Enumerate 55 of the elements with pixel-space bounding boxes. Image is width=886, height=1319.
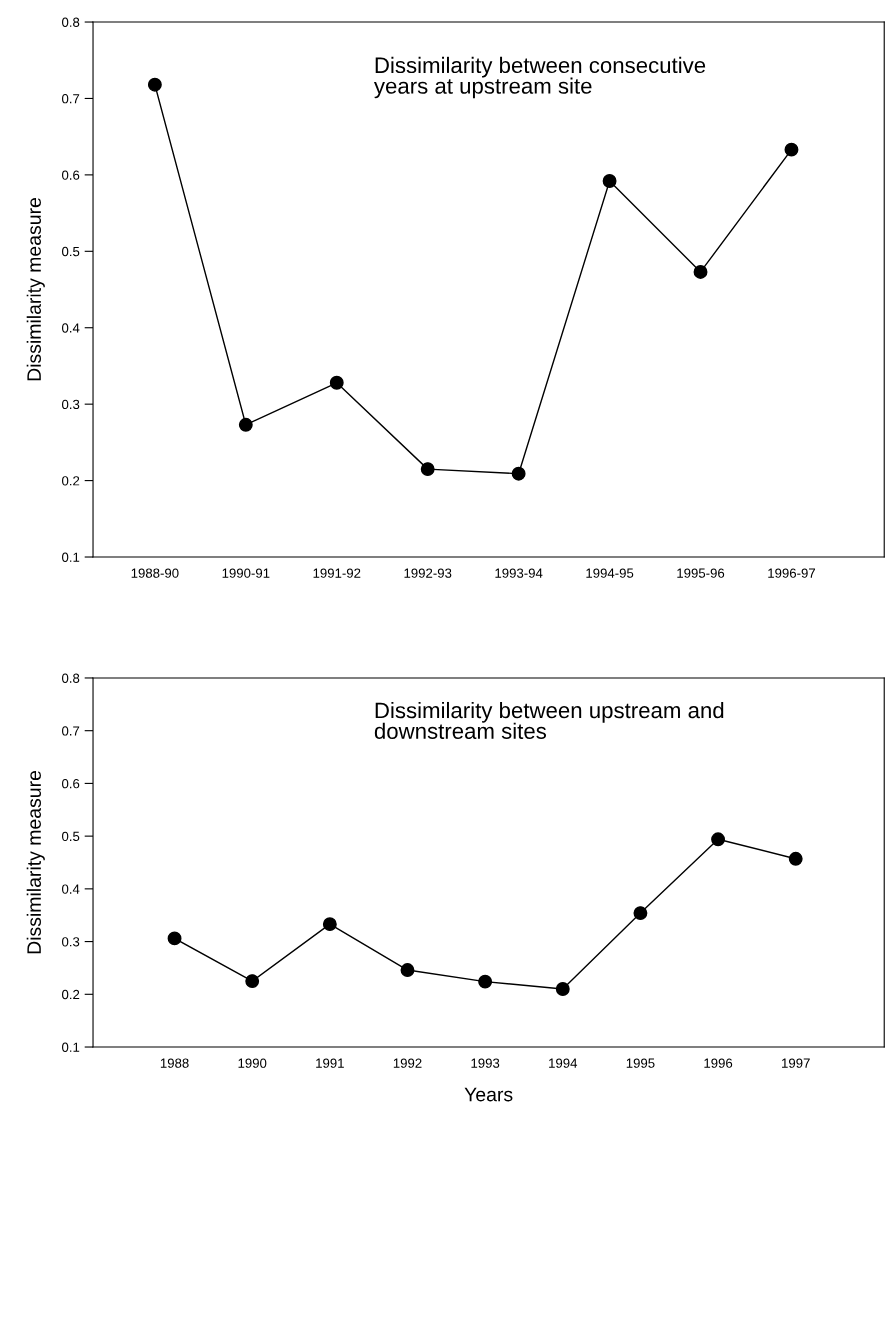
y-tick-label: 0.1 [62, 552, 80, 562]
point [784, 142, 799, 157]
x-tick-label: 1992-93 [404, 568, 452, 578]
x-tick-label: 1990 [238, 1058, 267, 1068]
y-tick-label: 0.3 [62, 399, 80, 410]
point [633, 906, 648, 921]
x-tick-label: 1992 [393, 1058, 422, 1068]
x-tick-label: 1988 [160, 1058, 189, 1068]
x-tick-label: 1991-92 [313, 568, 361, 578]
y-tick-label: 0.8 [62, 673, 80, 683]
point [245, 974, 260, 989]
x-tick-label: 1995 [626, 1058, 655, 1068]
point [511, 466, 526, 481]
point [329, 375, 344, 390]
x-tick-label: 1997 [782, 1058, 810, 1068]
x-tick-label: 1994-95 [586, 568, 634, 578]
y-tick-label: 0.2 [62, 476, 80, 486]
point [167, 931, 182, 946]
x-tick-label: 1996-97 [768, 568, 816, 578]
x-tick-label: 1988-90 [131, 568, 179, 578]
point [420, 462, 435, 477]
y-tick-label: 0.4 [62, 884, 80, 894]
y-tick-label: 0.5 [62, 246, 80, 257]
point [478, 974, 493, 989]
y-axis-title: Dissimilarity measure [26, 198, 45, 381]
x-tick-label: 1994 [549, 1058, 578, 1068]
point [555, 982, 570, 996]
point [693, 264, 708, 279]
annotation: Dissimilarity between consecutive years at upstream site [373, 56, 706, 99]
y-tick-label: 0.8 [62, 17, 80, 27]
y-tick-label: 0.6 [62, 778, 80, 789]
y-tick-label: 0.4 [62, 323, 80, 333]
point [602, 174, 617, 188]
x-tick-label: 1990-91 [222, 568, 270, 578]
point [238, 417, 253, 432]
point [711, 832, 726, 847]
y-tick-label: 0.3 [62, 937, 80, 947]
y-tick-label: 0.7 [62, 726, 80, 736]
x-tick-label: 1991 [316, 1058, 344, 1068]
x-tick-label: 1993-94 [495, 568, 543, 578]
x-tick-label: 1996 [704, 1058, 733, 1068]
point [788, 851, 803, 866]
x-tick-label: 1995-96 [677, 568, 725, 578]
annotation: Dissimilarity between upstream and downstream sites [374, 701, 724, 739]
y-axis-title: Dissimilarity measure [26, 770, 45, 954]
point [322, 917, 337, 932]
y-tick-label: 0.5 [62, 831, 80, 842]
x-tick-label: 1993 [471, 1058, 500, 1068]
point [400, 963, 415, 977]
y-tick-label: 0.2 [62, 989, 80, 1000]
x-axis-title: Years [464, 1087, 513, 1102]
y-tick-label: 0.1 [62, 1042, 80, 1052]
y-tick-label: 0.6 [62, 170, 80, 180]
point [147, 77, 162, 92]
y-tick-label: 0.7 [62, 94, 80, 104]
